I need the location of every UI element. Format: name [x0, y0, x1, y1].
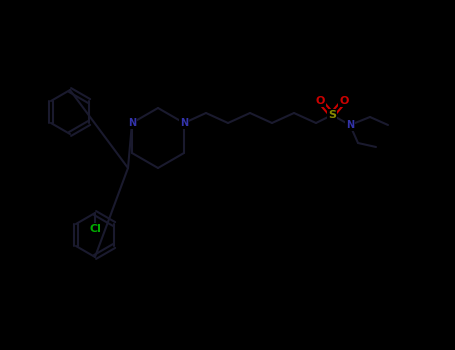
Text: O: O [339, 96, 349, 106]
Text: N: N [128, 118, 136, 128]
Text: S: S [328, 110, 336, 120]
Text: N: N [180, 118, 188, 128]
Text: O: O [315, 96, 325, 106]
Text: N: N [346, 120, 354, 130]
Text: Cl: Cl [89, 224, 101, 234]
